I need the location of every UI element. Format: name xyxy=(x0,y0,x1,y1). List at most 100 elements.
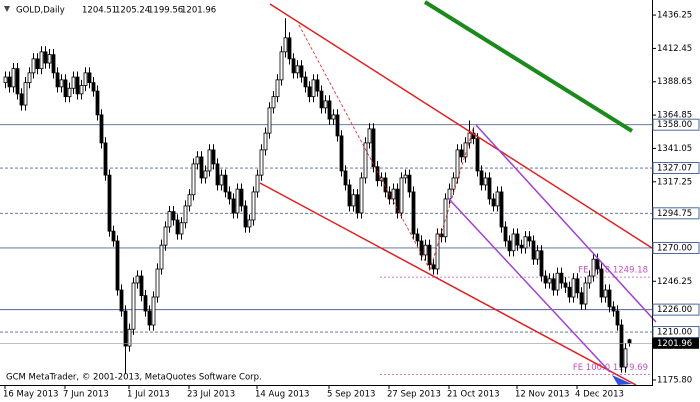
candle-body xyxy=(623,348,628,368)
candle-body xyxy=(43,51,48,64)
candle-body xyxy=(91,82,96,92)
candle-body xyxy=(263,132,268,151)
candle-body xyxy=(351,194,356,207)
candle-body xyxy=(171,211,176,221)
x-tick-label: 16 May 2013 xyxy=(3,390,58,400)
x-tick-label: 27 Sep 2013 xyxy=(387,390,441,400)
candle-body xyxy=(27,72,32,84)
copyright: GCM MetaTrader, © 2001-2013, MetaQuotes … xyxy=(6,373,262,383)
candle-body xyxy=(611,306,616,312)
candle-body xyxy=(59,79,64,88)
candle-body xyxy=(435,233,440,270)
y-tick-label: 1246.25 xyxy=(657,277,692,287)
candle-body xyxy=(99,114,104,144)
candle-body xyxy=(443,198,448,238)
candle-body xyxy=(499,191,504,228)
candle-body xyxy=(111,230,116,242)
level-label: 1210.00 xyxy=(657,328,692,338)
level-box xyxy=(652,241,700,254)
candle-body xyxy=(515,233,520,246)
candle-body xyxy=(579,292,584,305)
candle-body xyxy=(355,194,360,214)
candle-body xyxy=(223,174,228,193)
candle-body xyxy=(7,76,12,88)
candle-body xyxy=(251,191,256,221)
candle-body xyxy=(143,295,148,312)
header-high: 1205.24 xyxy=(115,6,150,16)
candle-body xyxy=(87,72,92,84)
candle-body xyxy=(135,275,140,284)
candle-body xyxy=(267,107,272,134)
candle-body xyxy=(359,177,364,214)
candle-body xyxy=(587,275,592,284)
fibo-leg xyxy=(429,125,475,271)
candle-body xyxy=(363,142,368,179)
candle-body xyxy=(271,96,276,109)
candle-body xyxy=(527,236,532,242)
candle-body xyxy=(239,188,244,207)
trend-channel-lower xyxy=(259,182,637,386)
candle-body xyxy=(451,177,456,190)
candle-body xyxy=(507,240,512,252)
candle-body xyxy=(231,198,236,214)
candle-body xyxy=(603,289,608,298)
candle-body xyxy=(215,163,220,186)
candle-body xyxy=(31,58,36,74)
candle-body xyxy=(331,114,336,120)
candle-body xyxy=(103,142,108,176)
candle-body xyxy=(303,76,308,88)
y-tick-label: 1436.25 xyxy=(657,11,692,21)
candle-body xyxy=(523,236,528,249)
candle-body xyxy=(75,76,80,95)
candle-body xyxy=(555,272,560,291)
candle-body xyxy=(335,114,340,137)
candle-body xyxy=(227,191,232,200)
candle-body xyxy=(179,222,184,235)
candle-body xyxy=(187,194,192,207)
candle-body xyxy=(467,132,472,144)
candle-body xyxy=(415,233,420,242)
candle-body xyxy=(299,65,304,78)
candle-body xyxy=(279,51,284,81)
candle-body xyxy=(531,240,536,260)
candle-body xyxy=(407,174,412,193)
candle-body xyxy=(539,250,544,277)
candle-body xyxy=(599,268,604,298)
candle-body xyxy=(607,289,612,308)
candle-body xyxy=(575,278,580,294)
plot-layer: 1436.25 1412.45 1388.65 1364.85 1341.05 1317.… xyxy=(0,11,692,385)
candle-body xyxy=(259,149,264,176)
candle-body xyxy=(455,149,460,179)
candle-body xyxy=(291,58,296,74)
candle-body xyxy=(403,174,408,179)
level-label: 1270.00 xyxy=(657,243,692,253)
candle-body xyxy=(199,156,204,179)
candle-body xyxy=(307,86,312,98)
level-label: 1358.00 xyxy=(657,120,692,130)
candle-body xyxy=(55,72,60,88)
candle-body xyxy=(207,149,212,172)
y-tick-label: 1175.80 xyxy=(657,375,692,385)
candle-body xyxy=(595,258,600,270)
level-label: 1294.75 xyxy=(657,209,692,219)
candle-body xyxy=(255,174,260,193)
candle-body xyxy=(419,240,424,256)
candle-body xyxy=(431,264,436,270)
candle-body xyxy=(119,289,124,312)
y-tick-label: 1412.45 xyxy=(657,44,692,54)
candle-body xyxy=(511,233,516,252)
candle-body xyxy=(567,286,572,298)
symbol: GOLD,Daily xyxy=(16,6,65,16)
candle-body xyxy=(543,275,548,284)
candle-body xyxy=(379,177,384,182)
candle-body xyxy=(123,310,128,347)
candle-body xyxy=(547,278,552,284)
candle-body xyxy=(327,100,332,120)
candle-body xyxy=(159,244,164,270)
candle-body xyxy=(107,174,112,232)
candle-body xyxy=(315,79,320,92)
candle-body xyxy=(275,79,280,98)
candle-body xyxy=(19,93,24,106)
candle-body xyxy=(67,87,72,98)
